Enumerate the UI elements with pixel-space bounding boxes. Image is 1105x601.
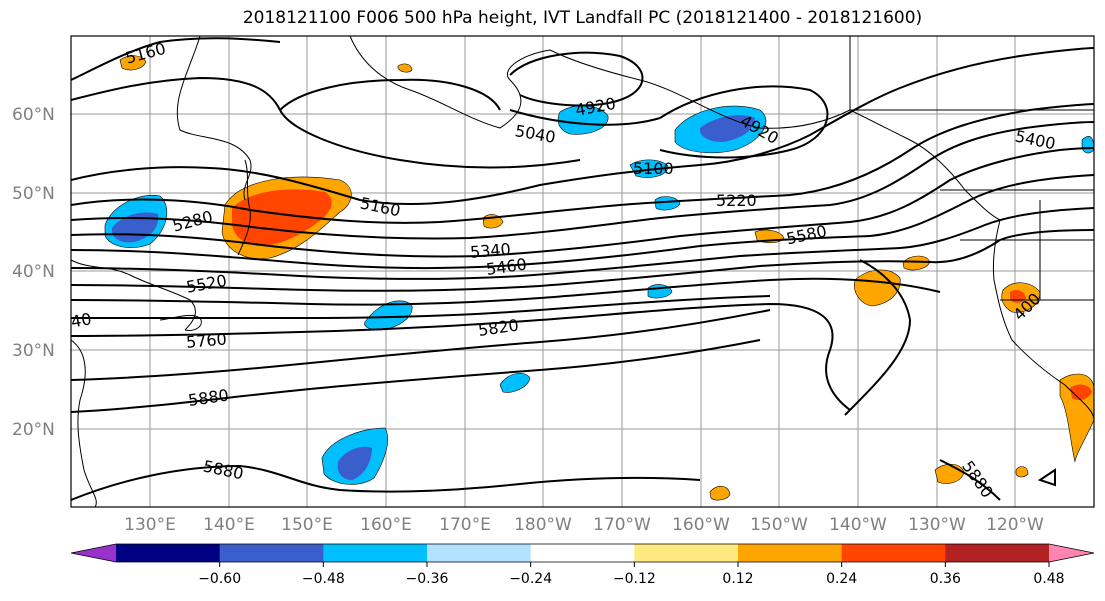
colorbar-tick-label: −0.24 [509, 571, 552, 587]
lat-label: 50°N [12, 184, 55, 204]
colorbar-tick-label: −0.12 [613, 571, 656, 587]
colorbar-tick-label: 0.36 [930, 571, 961, 587]
contour-label: 5220 [716, 191, 757, 210]
colorbar-swatch [841, 544, 946, 562]
colorbar-swatch [71, 544, 116, 562]
map-title: 2018121100 F006 500 hPa height, IVT Land… [242, 8, 923, 28]
colorbar-swatch [219, 544, 324, 562]
colorbar-tick-label: 0.24 [826, 571, 857, 587]
lon-label: 180°W [514, 515, 572, 535]
lon-label: 170°W [593, 515, 651, 535]
contour-label: 5100 [633, 159, 674, 178]
lon-label: 140°E [203, 515, 255, 535]
lat-label: 30°N [12, 341, 55, 361]
lon-label: 170°E [439, 515, 491, 535]
colorbar-swatches [70, 543, 1095, 563]
lon-label: 150°W [750, 515, 808, 535]
contour-label: 5760 [185, 329, 227, 351]
longitude-labels: 130°E 140°E 150°E 160°E 170°E 180°W 170°… [124, 515, 1044, 535]
lon-label: 140°W [829, 515, 887, 535]
colorbar-tick-label: 0.12 [722, 571, 753, 587]
lon-label: 130°E [124, 515, 176, 535]
colorbar-swatch [634, 544, 739, 562]
lat-label: 60°N [12, 105, 55, 125]
colorbar-swatch [323, 544, 428, 562]
lon-label: 160°E [360, 515, 412, 535]
colorbar-swatch [116, 544, 221, 562]
colorbar-swatch [427, 544, 532, 562]
contour-label: 5340 [469, 239, 511, 261]
lat-label: 40°N [12, 262, 55, 282]
colorbar: −0.60 −0.48 −0.36 −0.24 −0.12 0.12 0.24 0.36 0.4… [70, 543, 1095, 587]
lon-label: 160°W [672, 515, 730, 535]
lon-label: 130°W [908, 515, 966, 535]
colorbar-tick-label: −0.48 [302, 571, 345, 587]
colorbar-swatch [1049, 544, 1094, 562]
latitude-labels: 60°N 50°N 40°N 30°N 20°N [12, 105, 55, 440]
contour-label: 40 [70, 309, 93, 331]
lon-label: 150°E [281, 515, 333, 535]
colorbar-tick-label: 0.48 [1033, 571, 1064, 587]
colorbar-swatch [945, 544, 1050, 562]
colorbar-tick-label: −0.60 [198, 571, 241, 587]
colorbar-ticks: −0.60 −0.48 −0.36 −0.24 −0.12 0.12 0.24 0.36 0.4… [198, 562, 1065, 587]
colorbar-swatch [738, 544, 843, 562]
lat-label: 20°N [12, 420, 55, 440]
colorbar-tick-label: −0.36 [406, 571, 449, 587]
ivt-shading [104, 55, 1094, 501]
contour-labels: 5160 4920 5040 4920 5100 5400 5160 5280 … [70, 39, 1058, 502]
height-contours [71, 37, 1094, 501]
lon-label: 120°W [986, 515, 1044, 535]
map-frame [70, 35, 1095, 508]
colorbar-swatch [530, 544, 635, 562]
colorbar-outline [70, 543, 1095, 563]
